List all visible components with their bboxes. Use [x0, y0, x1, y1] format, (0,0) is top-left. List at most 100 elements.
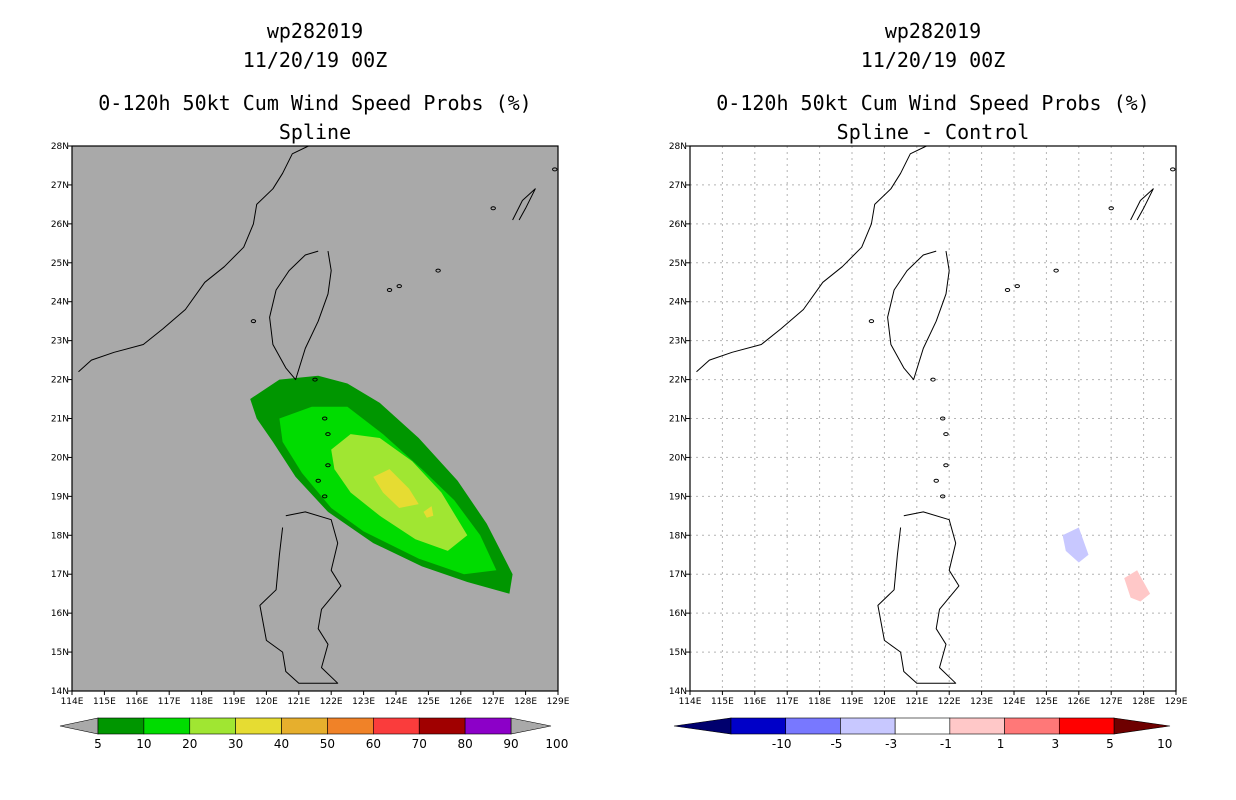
colorbar-swatch — [235, 717, 282, 735]
x-tick-label: 118E — [808, 697, 831, 707]
y-tick-label: 24N — [669, 298, 687, 308]
coastline-islet — [322, 416, 328, 421]
colorbar-label: 90 — [503, 737, 518, 751]
storm-id-title: wp282019 — [267, 19, 363, 43]
colorbar-swatch — [189, 717, 236, 735]
colorbar-swatch — [785, 717, 841, 735]
chart-title: 0-120h 50kt Cum Wind Speed Probs (%) — [98, 91, 531, 115]
chart-title: 0-120h 50kt Cum Wind Speed Probs (%) — [716, 91, 1149, 115]
colorbar-label: 50 — [320, 737, 335, 751]
x-tick-label: 114E — [61, 697, 84, 707]
map-panel-left: wp282019 11/20/19 00Z 0-120h 50kt Cum Wind… — [51, 19, 570, 751]
coastline-islet — [943, 432, 949, 437]
x-tick-label: 126E — [1067, 697, 1090, 707]
plot-area — [690, 146, 1176, 691]
colorbar-swatch — [730, 717, 787, 735]
colorbar-swatch — [949, 717, 1005, 735]
chart-subtitle: Spline — [279, 120, 351, 144]
coastline-islet — [322, 494, 328, 499]
x-tick-label: 125E — [417, 697, 440, 707]
coastline-islet — [312, 377, 318, 382]
y-tick-label: 15N — [669, 648, 687, 658]
coastline-china — [696, 145, 927, 373]
x-tick-label: 114E — [679, 697, 702, 707]
colorbar-swatch — [464, 717, 512, 735]
x-tick-label: 127E — [1100, 697, 1123, 707]
contour--3-to-1 — [1062, 527, 1089, 563]
colorbar-label: 80 — [457, 737, 472, 751]
chart-subtitle: Spline - Control — [837, 120, 1030, 144]
colorbar-label: 30 — [228, 737, 243, 751]
colorbar-swatch — [327, 717, 374, 735]
y-tick-label: 14N — [669, 687, 687, 697]
colorbar-label: 5 — [1106, 737, 1114, 751]
colorbar-label: 10 — [136, 737, 151, 751]
colorbar-swatch — [1004, 717, 1060, 735]
y-tick-label: 16N — [669, 609, 687, 619]
coastline-taiwan — [887, 250, 950, 381]
colorbar-swatch — [1058, 717, 1115, 735]
colorbar-swatch — [281, 717, 328, 735]
y-tick-label: 25N — [51, 259, 69, 269]
coastline-luzon — [259, 511, 342, 684]
x-tick-label: 117E — [158, 697, 181, 707]
y-tick-label: 21N — [51, 415, 69, 425]
colorbar-label: -5 — [830, 737, 842, 751]
coastline-taiwan — [269, 250, 332, 381]
colorbar-label: 100 — [545, 737, 568, 751]
colorbar-label: 70 — [412, 737, 427, 751]
x-tick-label: 120E — [255, 697, 278, 707]
x-tick-label: 116E — [743, 697, 766, 707]
x-tick-label: 128E — [514, 697, 537, 707]
y-tick-label: 17N — [51, 570, 69, 580]
storm-id-title: wp282019 — [885, 19, 981, 43]
coastline-islet — [552, 167, 558, 172]
coastline-islet — [396, 284, 402, 289]
colorbar-label: 40 — [274, 737, 289, 751]
coastline-okinawa — [512, 188, 536, 221]
colorbar-label: 1 — [997, 737, 1005, 751]
y-tick-label: 20N — [669, 453, 687, 463]
colorbar-label: 60 — [366, 737, 381, 751]
x-tick-label: 119E — [223, 697, 246, 707]
colorbar-arrow-left — [673, 717, 732, 735]
coastline-islet — [250, 319, 257, 324]
colorbar-arrow-right — [1113, 717, 1171, 735]
coastline-islet — [325, 432, 331, 437]
y-tick-label: 18N — [51, 531, 69, 541]
colorbar-swatch — [894, 717, 951, 735]
y-tick-label: 26N — [51, 220, 69, 230]
contour-30-40 — [373, 469, 419, 508]
x-tick-label: 121E — [905, 697, 928, 707]
coastline-islet — [490, 206, 496, 211]
y-tick-label: 20N — [51, 453, 69, 463]
x-tick-label: 119E — [841, 697, 864, 707]
y-tick-label: 17N — [669, 570, 687, 580]
y-tick-label: 19N — [51, 492, 69, 502]
coastline-islet — [930, 377, 936, 382]
coastline-okinawa — [1130, 188, 1154, 221]
y-tick-label: 23N — [51, 337, 69, 347]
y-tick-label: 26N — [669, 220, 687, 230]
datetime-title: 11/20/19 00Z — [861, 48, 1006, 72]
x-tick-label: 124E — [385, 697, 408, 707]
coastline-islet — [868, 319, 875, 324]
datetime-title: 11/20/19 00Z — [243, 48, 388, 72]
coastline-islet — [1170, 167, 1176, 172]
colorbar-label: 5 — [94, 737, 102, 751]
x-tick-label: 124E — [1003, 697, 1026, 707]
x-tick-label: 123E — [352, 697, 375, 707]
contour-30-40 — [423, 506, 434, 518]
coastline-china — [78, 145, 309, 373]
x-tick-label: 122E — [938, 697, 961, 707]
x-tick-label: 128E — [1132, 697, 1155, 707]
y-tick-label: 16N — [51, 609, 69, 619]
y-tick-label: 27N — [669, 181, 687, 191]
x-tick-label: 123E — [970, 697, 993, 707]
coastline-islet — [1053, 268, 1059, 273]
colorbar-label: -3 — [885, 737, 897, 751]
x-tick-label: 125E — [1035, 697, 1058, 707]
coastline-islet — [940, 416, 946, 421]
coastline-islet — [435, 268, 441, 273]
y-tick-label: 23N — [669, 337, 687, 347]
